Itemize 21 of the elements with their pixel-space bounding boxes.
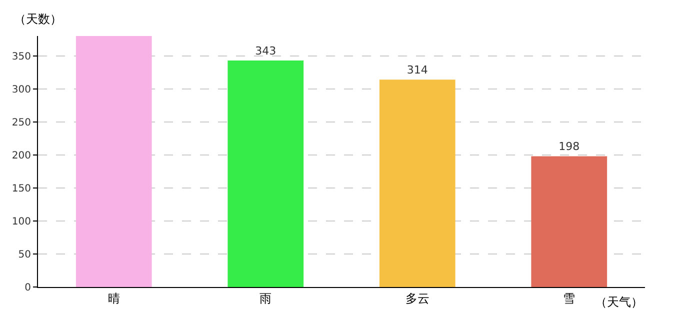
x-tick-label: 晴 bbox=[108, 291, 120, 306]
y-tick-label: 0 bbox=[24, 282, 31, 294]
bar bbox=[531, 156, 608, 287]
y-tick-label: 100 bbox=[12, 216, 31, 228]
x-tick-label: 多云 bbox=[405, 291, 430, 306]
x-tick-label: 雨 bbox=[260, 291, 272, 306]
x-axis-title: （天气） bbox=[595, 295, 643, 309]
data-label: 343 bbox=[255, 44, 276, 58]
y-tick-label: 200 bbox=[12, 150, 31, 162]
bar bbox=[228, 60, 304, 287]
x-tick-label: 雪 bbox=[563, 291, 576, 306]
y-tick-label: 150 bbox=[12, 183, 31, 194]
y-tick-label: 350 bbox=[12, 51, 31, 62]
y-tick-label: 300 bbox=[12, 84, 31, 96]
data-label: 314 bbox=[406, 64, 428, 77]
y-axis-title: （天数） bbox=[14, 12, 62, 26]
bar bbox=[76, 36, 152, 287]
bar bbox=[379, 80, 456, 287]
data-label: 198 bbox=[558, 140, 580, 154]
y-tick-label: 50 bbox=[18, 249, 31, 260]
y-tick-label: 250 bbox=[12, 117, 31, 128]
